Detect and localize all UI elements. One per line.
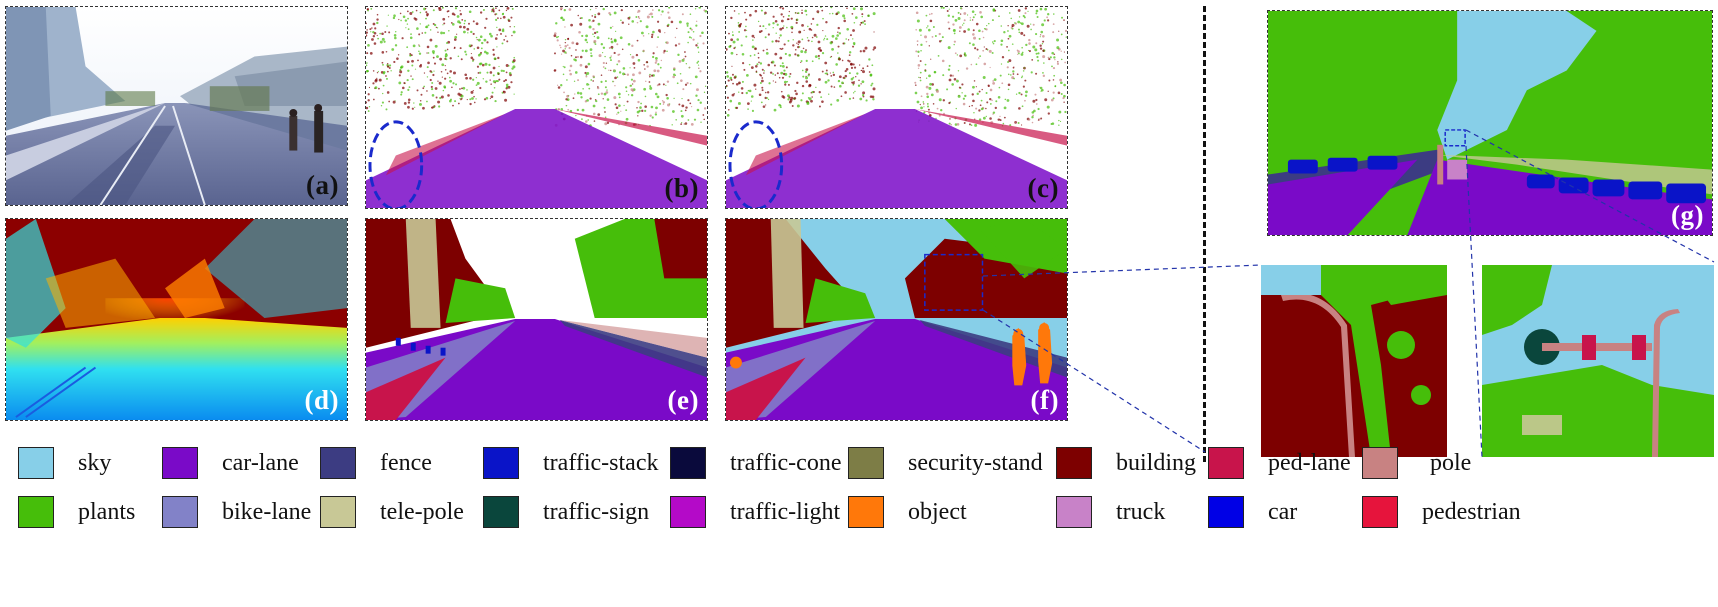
legend-item-security-stand: security-stand — [848, 446, 1043, 480]
legend-label: traffic-light — [730, 498, 841, 525]
highlight-ellipse — [728, 120, 784, 208]
legend-swatch — [162, 496, 198, 528]
legend-label: traffic-cone — [730, 449, 842, 476]
legend-label: fence — [380, 449, 432, 476]
legend-swatch — [1208, 447, 1244, 479]
legend-label: sky — [78, 449, 112, 476]
point-cloud-points — [726, 7, 1067, 127]
camera-image — [6, 7, 347, 205]
zoom-inset-traffic-light — [1482, 265, 1714, 457]
legend-item-pedestrian: pedestrian — [1362, 495, 1521, 529]
legend-item-tele-pole: tele-pole — [320, 495, 464, 529]
point-cloud-b — [366, 7, 707, 208]
panel-e-segmentation: (e) — [365, 218, 708, 421]
zoom-inset-building — [1261, 265, 1447, 457]
point-cloud-points — [366, 7, 707, 128]
legend-item-traffic-light: traffic-light — [670, 495, 840, 529]
legend-label: pedestrian — [1422, 498, 1521, 525]
legend-item-bike-lane: bike-lane — [162, 495, 311, 529]
legend-label: ped-lane — [1268, 449, 1351, 476]
legend-swatch — [1056, 447, 1092, 479]
legend-label: truck — [1116, 498, 1166, 525]
legend-label: car-lane — [222, 449, 299, 476]
legend-swatch — [1362, 496, 1398, 528]
panel-c-point-cloud: (c) — [725, 6, 1068, 209]
legend-label: car — [1268, 498, 1298, 525]
panel-b-point-cloud: (b) — [365, 6, 708, 209]
legend-swatch — [670, 496, 706, 528]
legend-item-traffic-stack: traffic-stack — [483, 446, 659, 480]
legend-swatch — [162, 447, 198, 479]
legend-item-truck: truck — [1056, 495, 1165, 529]
segmentation-g — [1268, 11, 1712, 235]
legend-item-traffic-cone: traffic-cone — [670, 446, 841, 480]
panel-a-label: (a) — [306, 170, 339, 200]
panel-f-label: (f) — [1030, 385, 1059, 415]
legend-label: pole — [1430, 449, 1472, 476]
legend-swatch — [18, 447, 54, 479]
panel-g-label: (g) — [1671, 200, 1704, 230]
panel-c-label: (c) — [1027, 173, 1059, 203]
panel-b-label: (b) — [664, 173, 699, 203]
legend-item-car: car — [1208, 495, 1297, 529]
legend-swatch — [848, 447, 884, 479]
legend-item-car-lane: car-lane — [162, 446, 299, 480]
legend-label: security-stand — [908, 449, 1043, 476]
legend-label: tele-pole — [380, 498, 464, 525]
panel-g-segmentation: (g) — [1267, 10, 1713, 236]
legend-label: plants — [78, 498, 136, 525]
segmentation-f — [726, 219, 1067, 420]
point-cloud-c — [726, 7, 1067, 208]
legend-swatch — [670, 447, 706, 479]
segmentation-e — [366, 219, 707, 420]
zoom-inset-traffic-light-image — [1482, 265, 1714, 457]
legend-item-sky: sky — [18, 446, 111, 480]
legend-swatch — [1056, 496, 1092, 528]
legend-swatch — [1208, 496, 1244, 528]
legend-label: traffic-sign — [543, 498, 650, 525]
legend-swatch — [18, 496, 54, 528]
depth-map — [6, 219, 347, 420]
panel-e-label: (e) — [667, 385, 699, 415]
highlight-ellipse — [368, 120, 424, 208]
legend-swatch — [483, 447, 519, 479]
vertical-divider — [1203, 6, 1206, 462]
legend-item-pole: pole — [1362, 446, 1471, 480]
legend-item-building: building — [1056, 446, 1196, 480]
legend-swatch — [848, 496, 884, 528]
legend-label: object — [908, 498, 967, 525]
legend-label: building — [1116, 449, 1197, 476]
legend-swatch — [320, 496, 356, 528]
panel-f-segmentation: (f) — [725, 218, 1068, 421]
legend-item-ped-lane: ped-lane — [1208, 446, 1351, 480]
legend-item-fence: fence — [320, 446, 432, 480]
legend-swatch — [320, 447, 356, 479]
legend-item-object: object — [848, 495, 967, 529]
panel-d-label: (d) — [304, 385, 339, 415]
legend-item-plants: plants — [18, 495, 135, 529]
legend-label: traffic-stack — [543, 449, 659, 476]
panel-d-depth-map: (d) — [5, 218, 348, 421]
legend-swatch — [483, 496, 519, 528]
legend-swatch — [1362, 447, 1398, 479]
panel-a-camera-image: (a) — [5, 6, 348, 206]
legend-item-traffic-sign: traffic-sign — [483, 495, 649, 529]
zoom-inset-building-image — [1261, 265, 1447, 457]
legend-label: bike-lane — [222, 498, 312, 525]
